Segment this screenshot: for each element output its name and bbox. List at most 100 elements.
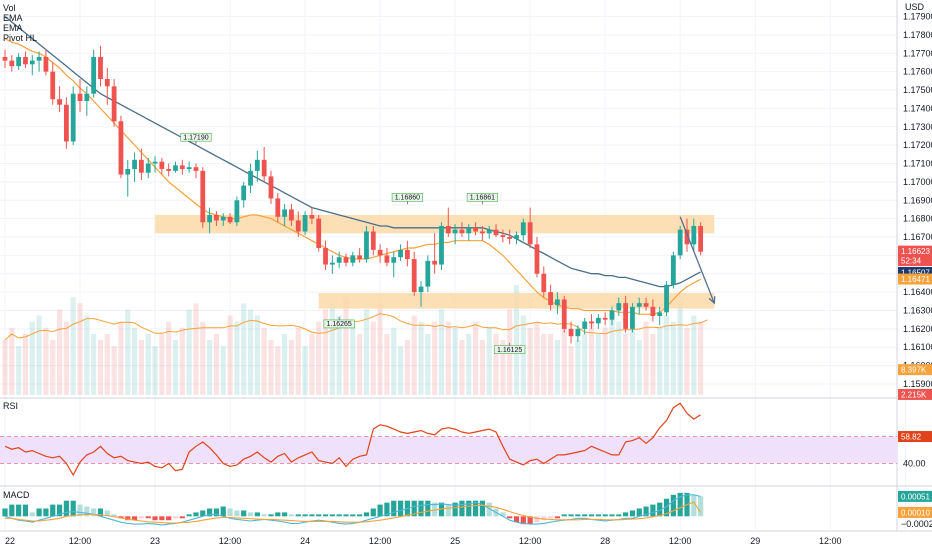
volume-bar	[384, 333, 390, 395]
macd-hist-bar	[220, 506, 226, 517]
macd-hist-bar	[43, 508, 49, 517]
macd-tick: −0.00020	[901, 519, 932, 529]
candle-body	[29, 60, 35, 65]
volume-bar	[500, 340, 506, 395]
candle-body	[425, 260, 431, 287]
price-tick: 1.17900	[903, 12, 932, 22]
volume-bar	[466, 333, 472, 395]
volume-bar	[166, 321, 172, 395]
macd-hist-bar	[241, 510, 247, 517]
volume-bar	[432, 321, 438, 395]
candle-body	[480, 231, 485, 234]
pivot-label: 1.16265	[327, 321, 352, 328]
price-pill-label: 2.215K	[901, 390, 927, 399]
candle-body	[548, 292, 553, 305]
candle-body	[486, 229, 492, 234]
candle-body	[275, 198, 281, 217]
volume-bar	[56, 309, 63, 395]
volume-bar	[418, 321, 424, 395]
candle-body	[377, 249, 383, 256]
volume-bar	[261, 327, 267, 395]
volume-bar	[343, 297, 349, 395]
macd-hist-bar	[193, 512, 199, 517]
candle-body	[336, 257, 342, 263]
volume-bar	[97, 340, 104, 395]
candle-body	[9, 60, 15, 67]
volume-ma-line	[4, 313, 708, 341]
candle-body	[227, 216, 233, 223]
overlay-label: EMA	[3, 23, 23, 33]
macd-hist-bar	[698, 496, 704, 517]
candle-body	[57, 99, 62, 105]
price-tick: 1.17100	[903, 159, 932, 169]
price-pill-label: 8.397K	[901, 366, 927, 375]
macd-hist-bar	[145, 516, 151, 519]
volume-bar	[520, 315, 526, 395]
candle-body	[589, 321, 594, 324]
macd-hist-bar	[36, 508, 42, 517]
macd-hist-bar	[118, 516, 124, 519]
candles	[2, 45, 704, 344]
macd-hist-bar	[282, 512, 288, 517]
overlay-label: EMA	[3, 13, 23, 23]
volume-bar	[16, 346, 22, 395]
candle-body	[77, 93, 83, 102]
volume-bar	[2, 340, 8, 395]
macd-hist-bar	[425, 500, 431, 517]
macd-hist-bar	[275, 512, 281, 517]
volume-bar	[691, 315, 697, 395]
pivot-label-box	[323, 319, 355, 329]
macd-hist-bar	[582, 514, 588, 517]
candle-body	[125, 169, 131, 175]
price-tick: 1.16100	[903, 342, 932, 352]
candle-body	[432, 260, 438, 265]
candle-body	[391, 257, 397, 263]
macd-hist-bar	[336, 514, 342, 517]
price-pill-label: 52:34	[901, 257, 922, 266]
macd-hist-bar	[295, 514, 301, 517]
candle-body	[207, 214, 212, 223]
macd-hist-bar	[452, 502, 458, 517]
candle-body	[111, 86, 117, 122]
macd-hist-bar	[29, 512, 35, 517]
price-tick: 1.17800	[903, 30, 932, 40]
volume-bar	[636, 340, 642, 395]
pivot-label-box	[391, 192, 423, 202]
candle-body	[609, 310, 615, 320]
candle-body	[23, 56, 28, 65]
volume-bar	[104, 333, 110, 395]
candle-body	[534, 244, 540, 274]
candle-body	[500, 235, 506, 237]
macd-hist-bar	[200, 510, 206, 517]
volume-bar	[438, 309, 445, 395]
macd-hist-bar	[370, 508, 376, 517]
volume-bar	[70, 297, 76, 395]
volume-bar	[43, 327, 49, 395]
candle-body	[316, 218, 322, 249]
macd-hist-bar	[377, 504, 383, 517]
macd-hist-bar	[548, 516, 554, 519]
candle-body	[166, 169, 172, 171]
candle-body	[466, 227, 472, 234]
macd-hist-bar	[63, 500, 69, 517]
volume-bar	[698, 321, 704, 395]
candle-body	[575, 328, 581, 337]
volume-bar	[152, 346, 158, 395]
macd-hist-bar	[329, 514, 335, 517]
macd-value-label: 0.00010	[901, 508, 930, 517]
volume-bar	[91, 333, 97, 395]
volume-bar	[357, 333, 363, 395]
volume-bar	[650, 333, 656, 395]
candle-body	[684, 229, 690, 245]
candle-body	[173, 165, 178, 171]
macd-hist-bar	[363, 512, 370, 517]
macd-hist-bar	[316, 514, 322, 517]
macd-hist-bar	[663, 498, 670, 517]
volume-bar	[179, 327, 185, 395]
pivot-label-box	[466, 192, 499, 202]
candle-body	[343, 257, 349, 263]
macd-hist-bar	[500, 512, 506, 517]
candle-body	[623, 303, 629, 329]
